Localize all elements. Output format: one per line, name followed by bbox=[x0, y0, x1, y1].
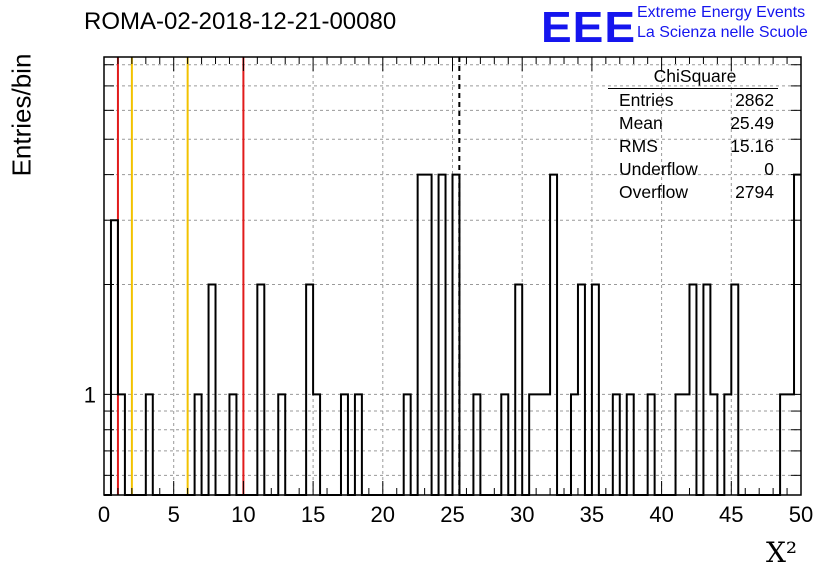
stats-label: Overflow bbox=[619, 182, 689, 202]
x-axis-title: X² bbox=[766, 536, 797, 569]
histogram-step-line bbox=[104, 173, 801, 496]
x-tick-label: 40 bbox=[649, 502, 673, 527]
reference-lines-layer bbox=[116, 57, 461, 495]
x-tick-label: 5 bbox=[168, 502, 180, 527]
stats-row-mean: Mean 25.49 bbox=[612, 112, 774, 135]
x-tick-label: 0 bbox=[98, 502, 110, 527]
x-tick-label: 20 bbox=[371, 502, 395, 527]
x-tick-label: 25 bbox=[440, 502, 464, 527]
stats-label: Underflow bbox=[619, 159, 698, 179]
stats-label: RMS bbox=[619, 136, 658, 156]
stats-divider bbox=[608, 88, 778, 89]
x-tick-label: 35 bbox=[580, 502, 604, 527]
stats-value: 25.49 bbox=[730, 113, 774, 133]
stats-value: 0 bbox=[764, 159, 774, 179]
tick-label-layer: 0 5 10 15 20 25 30 35 40 45 50 1 bbox=[84, 382, 813, 527]
stats-label: Mean bbox=[619, 113, 663, 133]
stats-row-underflow: Underflow 0 bbox=[612, 158, 774, 181]
stats-row-rms: RMS 15.16 bbox=[612, 135, 774, 158]
brand-line-2: La Scienza nelle Scuole bbox=[637, 24, 808, 41]
run-title: ROMA-02-2018-12-21-00080 bbox=[84, 8, 397, 35]
stats-value: 15.16 bbox=[730, 136, 774, 156]
x-tick-label: 50 bbox=[789, 502, 813, 527]
x-tick-label: 10 bbox=[231, 502, 255, 527]
stats-value: 2794 bbox=[735, 182, 774, 202]
x-tick-label: 45 bbox=[719, 502, 743, 527]
y-tick-label: 1 bbox=[84, 382, 96, 407]
stats-row-overflow: Overflow 2794 bbox=[612, 181, 774, 204]
x-tick-label: 15 bbox=[301, 502, 325, 527]
stats-value: 2862 bbox=[735, 90, 774, 110]
stats-row-entries: Entries 2862 bbox=[612, 89, 774, 112]
eee-logo: EEE bbox=[541, 2, 637, 52]
stats-box: ChiSquare Entries 2862 Mean 25.49 RMS 15.16… bbox=[608, 66, 778, 204]
axis-layer bbox=[103, 56, 802, 496]
brand-line-1: Extreme Energy Events bbox=[637, 4, 806, 21]
x-tick-label: 30 bbox=[510, 502, 534, 527]
stats-title: ChiSquare bbox=[653, 66, 737, 86]
x-axis-title-text: X² bbox=[766, 536, 798, 569]
stats-label: Entries bbox=[619, 90, 674, 110]
